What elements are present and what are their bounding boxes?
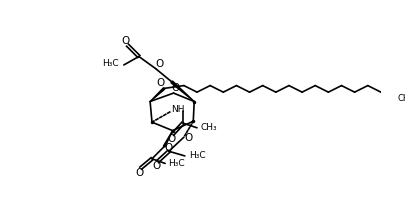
Text: CH₃: CH₃	[200, 123, 217, 132]
Text: O: O	[167, 134, 175, 144]
Text: O: O	[184, 133, 192, 143]
Text: NH: NH	[171, 106, 185, 115]
Polygon shape	[163, 131, 172, 147]
Text: O: O	[171, 83, 179, 93]
Text: O: O	[156, 78, 164, 88]
Text: O: O	[155, 59, 163, 69]
Text: O: O	[135, 168, 143, 178]
Text: H₃C: H₃C	[188, 152, 205, 161]
Polygon shape	[171, 81, 194, 102]
Text: H₃C: H₃C	[102, 60, 119, 69]
Text: H₃C: H₃C	[168, 159, 184, 168]
Polygon shape	[150, 88, 164, 102]
Text: O: O	[152, 161, 160, 171]
Text: CH: CH	[397, 94, 405, 103]
Text: O: O	[121, 35, 130, 46]
Text: O: O	[164, 143, 173, 154]
